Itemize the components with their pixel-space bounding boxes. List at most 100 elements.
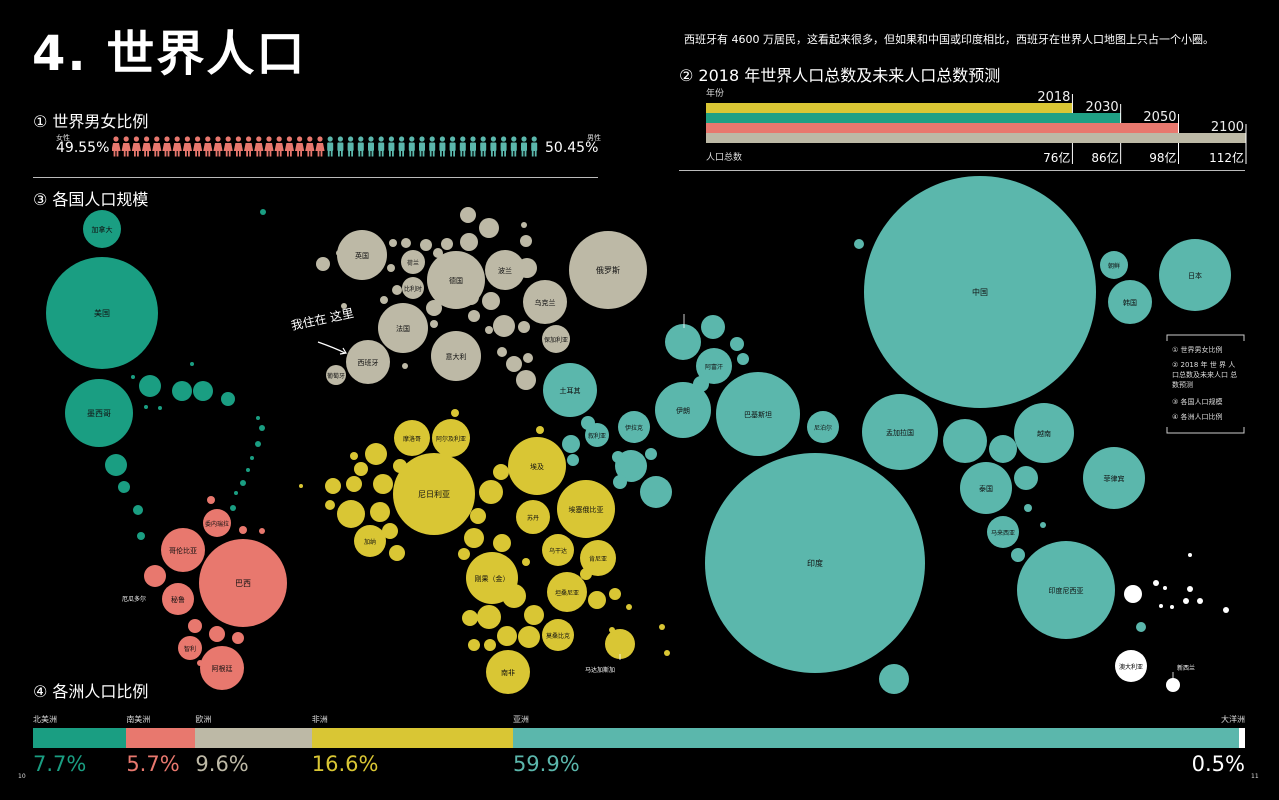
country-circle [580, 540, 616, 576]
country-bubble: 马来西亚 [987, 516, 1019, 548]
female-person-icon [182, 136, 192, 157]
country-label: 坦桑尼亚 [555, 589, 579, 597]
small-country-bubble [468, 310, 480, 322]
forecast-bar-2018 [706, 103, 1073, 113]
continent-percent: 7.7% [33, 752, 87, 776]
small-country-bubble [477, 605, 501, 629]
small-country-bubble [133, 505, 143, 515]
small-country-bubble [1163, 586, 1167, 590]
legend-brackets [1166, 334, 1245, 434]
continent-name: 亚洲 [512, 715, 529, 724]
forecast-bar-2030 [706, 113, 1121, 123]
country-circle [807, 411, 839, 443]
country-label: 阿尔及利亚 [436, 435, 466, 443]
forecast-total-2018: 76亿 [1043, 150, 1070, 165]
female-person-icon [315, 136, 325, 157]
small-country-bubble [520, 235, 532, 247]
country-bubble: 葡萄牙 [326, 365, 346, 385]
forecast-total-2050: 98亿 [1149, 150, 1176, 165]
small-country-bubble [613, 475, 627, 489]
small-country-bubble [221, 392, 235, 406]
country-bubble: 中国 [864, 176, 1096, 408]
male-person-icon [500, 136, 507, 157]
country-label: 葡萄牙 [327, 372, 345, 380]
country-label: 印度尼西亚 [1049, 586, 1084, 595]
small-country-bubble [451, 409, 459, 417]
small-country-bubble [337, 500, 365, 528]
small-country-bubble [389, 545, 405, 561]
country-circle [605, 629, 635, 659]
country-bubble: 秘鲁 [162, 583, 194, 615]
small-country-bubble [354, 462, 368, 476]
country-bubble: 坦桑尼亚 [547, 572, 587, 612]
small-country-bubble [1024, 504, 1032, 512]
country-label: 越南 [1037, 429, 1051, 438]
small-country-bubble [246, 468, 250, 472]
male-person-icon [459, 136, 466, 157]
male-person-icon [490, 136, 497, 157]
forecast-year-2018: 2018 [1037, 90, 1070, 105]
country-circle [346, 340, 390, 384]
small-country-bubble [523, 353, 533, 363]
country-label: 波兰 [498, 266, 512, 275]
small-country-bubble [1170, 605, 1174, 609]
small-country-bubble [188, 619, 202, 633]
country-label: 加拿大 [92, 225, 113, 234]
female-person-icon [152, 136, 162, 157]
country-circle [394, 420, 430, 456]
country-bubble: 莫桑比克 [542, 619, 574, 651]
female-person-icon [264, 136, 274, 157]
country-bubble: 法国 [378, 303, 428, 353]
country-bubble: 叙利亚 [585, 423, 609, 447]
country-circle [466, 552, 518, 604]
country-circle [46, 257, 158, 369]
small-country-bubble [1223, 607, 1229, 613]
small-country-bubble [1040, 522, 1046, 528]
country-label: 菲律宾 [1104, 474, 1125, 483]
country-bubble: 摩洛哥 [394, 420, 430, 456]
small-country-bubble [207, 496, 215, 504]
intro-note: 西班牙有 4600 万居民，这看起来很多，但如果和中国或印度相比，西班牙在世界人… [684, 33, 1214, 46]
country-label: 加纳 [364, 538, 376, 546]
country-circle [486, 650, 530, 694]
female-percent: 49.55% [56, 140, 110, 156]
country-circle [1166, 678, 1180, 692]
country-label: 俄罗斯 [596, 265, 620, 275]
male-person-icon [521, 136, 527, 157]
country-bubble: 比利时 [402, 277, 424, 299]
country-label: 日本 [1188, 271, 1202, 280]
country-bubble: 澳大利亚 [1115, 650, 1147, 682]
country-circle [569, 231, 647, 309]
country-circle [1100, 251, 1128, 279]
continent-segment [1238, 728, 1245, 748]
country-label: 孟加拉国 [886, 428, 914, 437]
small-country-bubble [131, 375, 135, 379]
country-label: 叙利亚 [588, 432, 606, 440]
small-country-bubble [420, 239, 432, 251]
country-bubble: 意大利 [431, 331, 481, 381]
page-number-right: 11 [1251, 773, 1259, 780]
small-country-bubble [260, 209, 266, 215]
small-country-bubble [518, 626, 540, 648]
country-label: 澳大利亚 [1119, 663, 1143, 671]
country-bubble: 印度尼西亚 [1017, 541, 1115, 639]
country-circle [1017, 541, 1115, 639]
country-bubble: 朝鲜 [1100, 251, 1128, 279]
female-person-icon [112, 136, 121, 157]
female-person-icon [305, 136, 315, 157]
small-country-bubble [1153, 580, 1159, 586]
small-country-bubble [989, 435, 1017, 463]
country-circle [508, 437, 566, 495]
country-label: 朝鲜 [1108, 262, 1120, 270]
male-person-icon [439, 136, 446, 157]
country-label: 阿富汗 [705, 363, 723, 371]
country-label: 新西兰 [1177, 664, 1195, 672]
male-person-icon [470, 136, 476, 157]
country-bubble: 委内瑞拉 [203, 509, 231, 537]
small-country-bubble [144, 405, 148, 409]
small-country-bubble [239, 526, 247, 534]
country-circle [144, 565, 166, 587]
small-country-bubble [373, 474, 393, 494]
country-bubble: 保加利亚 [542, 325, 570, 353]
female-person-icon [244, 136, 254, 157]
